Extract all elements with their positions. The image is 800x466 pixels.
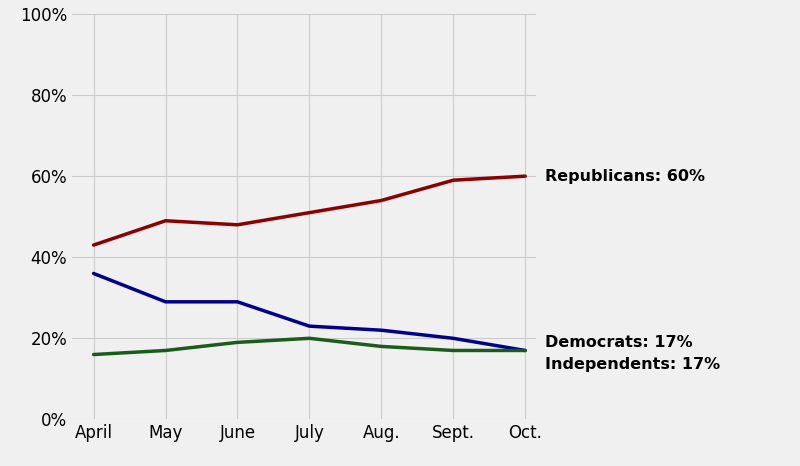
Text: Democrats: 17%: Democrats: 17% bbox=[546, 335, 693, 350]
Text: Independents: 17%: Independents: 17% bbox=[546, 357, 721, 372]
Text: Republicans: 60%: Republicans: 60% bbox=[546, 169, 706, 184]
